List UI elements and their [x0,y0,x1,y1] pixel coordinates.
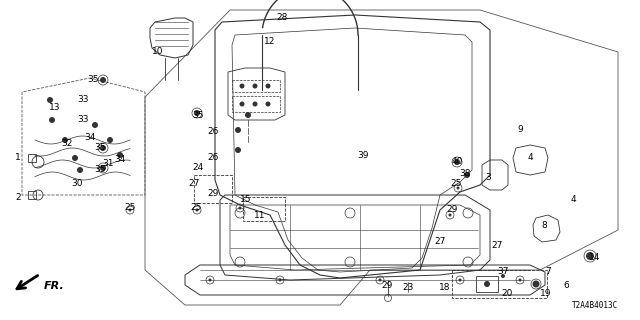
Circle shape [266,101,271,107]
Circle shape [245,112,251,118]
Circle shape [194,110,200,116]
Text: 35: 35 [87,76,99,84]
Text: FR.: FR. [44,281,65,291]
Text: 9: 9 [517,125,523,134]
Text: 35: 35 [94,165,106,174]
Circle shape [378,278,381,282]
Circle shape [501,274,505,278]
Text: 13: 13 [49,103,61,113]
Text: 34: 34 [84,133,96,142]
Text: 26: 26 [207,153,219,162]
Bar [232,96,280,112]
Text: 11: 11 [254,211,266,220]
Bar [194,175,232,203]
Circle shape [454,159,460,165]
Text: 4: 4 [570,196,576,204]
Bar [28,191,36,199]
Circle shape [47,97,53,103]
Text: 29: 29 [207,188,219,197]
Bar [232,80,280,92]
Text: 10: 10 [152,47,164,57]
Text: 40: 40 [451,157,463,166]
Circle shape [239,84,244,89]
Text: 7: 7 [545,268,551,276]
Circle shape [253,84,257,89]
Text: 30: 30 [71,179,83,188]
Text: 14: 14 [589,253,601,262]
Circle shape [464,172,470,178]
Circle shape [532,281,540,287]
Circle shape [266,84,271,89]
Text: 27: 27 [492,242,502,251]
Text: 4: 4 [527,154,533,163]
Circle shape [62,137,68,143]
Bar [243,197,285,221]
Bar [476,276,498,292]
Circle shape [49,117,55,123]
Text: 3: 3 [485,173,491,182]
Text: 18: 18 [439,284,451,292]
Circle shape [100,145,106,151]
Text: 31: 31 [102,158,114,167]
Circle shape [100,165,106,171]
Circle shape [278,278,282,282]
Circle shape [117,152,123,158]
Text: 35: 35 [94,143,106,153]
Circle shape [518,278,522,282]
Circle shape [239,206,241,210]
Circle shape [235,147,241,153]
Text: 34: 34 [115,156,125,164]
Circle shape [77,167,83,173]
Bar [28,154,36,162]
Circle shape [253,101,257,107]
Text: 33: 33 [77,95,89,105]
Text: 15: 15 [240,196,252,204]
Text: 25: 25 [451,180,461,188]
Text: 37: 37 [497,268,509,276]
Text: 1: 1 [15,154,21,163]
Circle shape [195,209,198,212]
Text: 33: 33 [77,116,89,124]
Text: 24: 24 [193,164,204,172]
Circle shape [235,127,241,133]
Circle shape [456,187,460,189]
Circle shape [129,209,131,212]
Text: 32: 32 [61,139,73,148]
Text: T2A4B4013C: T2A4B4013C [572,300,618,309]
Text: 25: 25 [190,204,202,212]
Text: 12: 12 [264,37,276,46]
Text: 27: 27 [188,179,200,188]
Circle shape [92,122,98,128]
Circle shape [484,281,490,287]
Text: 38: 38 [460,170,471,179]
Circle shape [458,278,461,282]
Text: 29: 29 [381,281,393,290]
Circle shape [239,101,244,107]
Circle shape [72,155,78,161]
Text: 8: 8 [541,220,547,229]
Circle shape [209,278,211,282]
Text: 25: 25 [124,204,136,212]
Text: 39: 39 [357,150,369,159]
Text: 23: 23 [403,283,413,292]
Circle shape [107,137,113,143]
Text: 20: 20 [501,290,513,299]
Text: 28: 28 [276,12,288,21]
Text: 35: 35 [192,110,204,119]
Text: 26: 26 [207,127,219,137]
Circle shape [100,77,106,83]
Circle shape [586,252,594,260]
Text: 2: 2 [15,194,21,203]
Text: 27: 27 [435,237,445,246]
Circle shape [449,213,451,217]
Bar [452,270,547,298]
Text: 19: 19 [540,289,552,298]
Text: 6: 6 [563,281,569,290]
Text: 29: 29 [446,205,458,214]
